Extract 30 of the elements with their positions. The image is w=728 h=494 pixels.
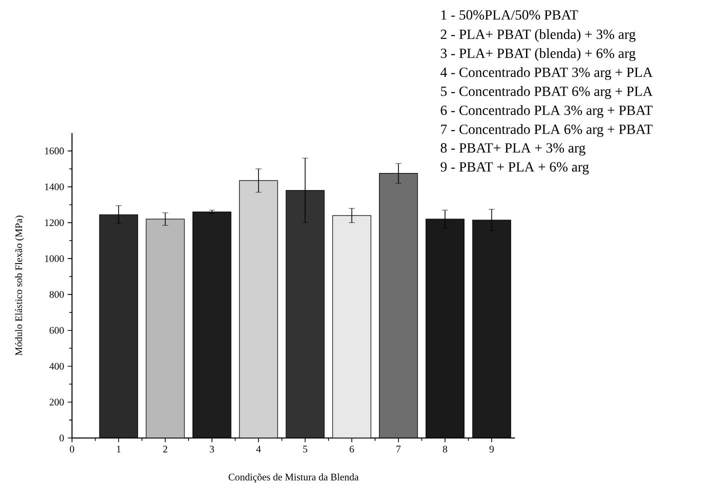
annotation: 9 - PBAT + PLA + 6% arg [440, 162, 589, 175]
y-tick-label: 1600 [45, 148, 64, 154]
text: 3 - PLA+ PBAT (blenda) + 6% arg [440, 48, 636, 61]
x-tick-label: 1 [117, 446, 121, 452]
x-tick-label: 4 [256, 446, 261, 452]
x-tick-label: 3 [210, 446, 214, 452]
y-tick-label: 800 [50, 291, 64, 298]
y-tick-label: 400 [49, 362, 64, 370]
y-tick-label: 200 [50, 398, 64, 406]
x-axis-title: Condições de Mistura da Blenda [228, 473, 359, 482]
y-tick-label: 600 [50, 326, 64, 334]
text: 4 - Concentrado PBAT 3% arg + PLA [440, 67, 653, 80]
x-tick-label: 2 [163, 446, 168, 452]
x-tick-label: 0 [70, 446, 74, 453]
x-tick-label: 8 [442, 446, 448, 453]
text: 1 - 50%PLA/50% PBAT [441, 10, 578, 20]
annotation: 8 - PBAT+ PLA + 3% arg [440, 143, 586, 156]
y-tick-label: 1000 [45, 255, 64, 262]
x-tick-label: 9 [490, 446, 494, 452]
y-tick-label: 1400 [45, 183, 64, 190]
y-axis-title: Módulo Elástico sob Flexão (MPa) [15, 216, 24, 356]
annotation: 7 - Concentrado PLA 6% arg + PBAT [441, 124, 653, 137]
y-tick-label: 0 [60, 434, 64, 442]
text: 5 - Concentrado PBAT 6% arg + PLA [441, 86, 653, 99]
y-tick-label: 1200 [45, 219, 64, 226]
text: 6 - Concentrado PLA 3% arg + PBAT [440, 105, 653, 118]
x-tick-label: 7 [396, 446, 401, 452]
text: 2 - PLA+ PBAT (blenda) + 3% arg [440, 29, 636, 42]
x-tick-label: 5 [303, 446, 308, 452]
x-tick-label: 6 [350, 446, 354, 452]
